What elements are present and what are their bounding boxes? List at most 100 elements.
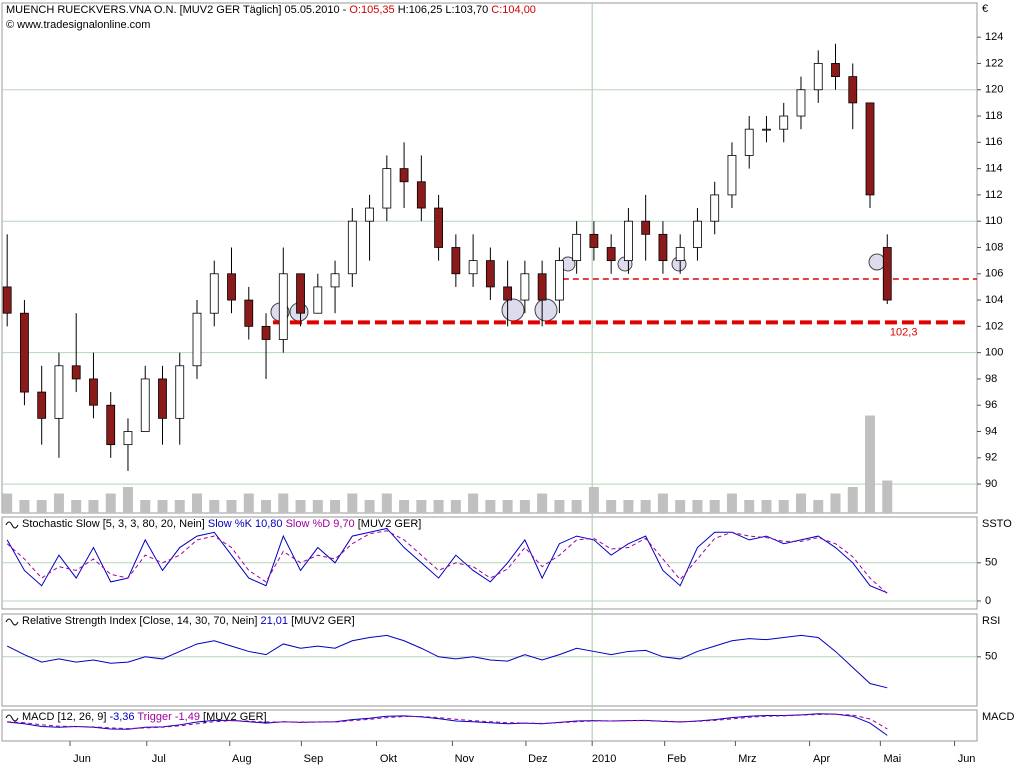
- y-tick-label: 120: [985, 84, 1003, 96]
- high-low: H:106,25 L:103,70: [398, 4, 489, 16]
- volume-bar: [502, 500, 513, 513]
- panel-legend: Stochastic Slow [5, 3, 3, 80, 20, Nein] …: [22, 518, 421, 530]
- volume-bar: [795, 493, 806, 513]
- y-tick-label: 118: [985, 110, 1003, 122]
- y-tick-label: 104: [985, 294, 1003, 306]
- candle-body: [20, 312, 29, 393]
- candle-body: [848, 76, 858, 104]
- candle-body: [658, 233, 668, 262]
- volume-bar: [623, 500, 634, 513]
- volume-bar: [709, 500, 720, 513]
- candle-body: [106, 404, 116, 446]
- y-tick-label: 96: [985, 399, 997, 411]
- panel-title: Relative Strength Index [Close, 14, 30, …: [22, 615, 257, 627]
- y-tick-label: 110: [985, 215, 1003, 227]
- x-tick-label: Dez: [528, 753, 548, 765]
- volume-bar: [19, 500, 30, 513]
- candle-body: [882, 247, 892, 301]
- legend-value: -3,36: [109, 711, 134, 723]
- y-tick-label: 50: [985, 651, 997, 663]
- y-tick-label: 102: [985, 320, 1003, 332]
- volume-bar: [450, 500, 461, 513]
- candle-body: [278, 273, 288, 340]
- candle-body: [710, 194, 720, 222]
- volume-bar: [882, 480, 893, 513]
- candle-body: [554, 260, 564, 301]
- axis-label: MACD: [982, 711, 1014, 723]
- candle-body: [434, 207, 443, 248]
- panel-title: Stochastic Slow [5, 3, 3, 80, 20, Nein]: [22, 518, 205, 530]
- candle-body: [693, 220, 702, 248]
- y-tick-label: 108: [985, 241, 1003, 253]
- candle-body: [468, 260, 478, 275]
- volume-bar: [157, 500, 168, 513]
- volume-bar: [330, 500, 341, 513]
- volume-bar: [778, 500, 789, 513]
- y-tick-label: 116: [985, 136, 1003, 148]
- y-tick-label: 90: [985, 478, 997, 490]
- volume-bar: [174, 500, 185, 513]
- candle-body: [37, 391, 47, 419]
- macd-panel: [1, 709, 978, 742]
- x-tick-label: Jun: [958, 753, 976, 765]
- volume-bar: [726, 493, 737, 513]
- volume-bar: [675, 500, 686, 513]
- symbol: MUENCH RUECKVERS.VNA O.N. [MUV2 GER Tägl…: [6, 4, 347, 16]
- low-marker: [501, 298, 525, 322]
- x-tick-label: Aug: [232, 753, 252, 765]
- volume-bar: [364, 500, 375, 513]
- candle-body: [727, 155, 737, 196]
- volume-bar: [36, 500, 47, 513]
- volume-bar: [847, 487, 858, 513]
- y-tick-label: 100: [985, 347, 1003, 359]
- legend-name: Slow %K: [208, 518, 253, 530]
- volume-bar: [692, 500, 703, 513]
- candle-body: [192, 312, 202, 367]
- candle-body: [158, 378, 167, 419]
- y-tick-label: 92: [985, 452, 997, 464]
- candle-body: [175, 365, 185, 419]
- candle-body: [330, 273, 340, 288]
- source: © www.tradesignalonline.com: [6, 19, 150, 31]
- candle-body: [261, 325, 271, 340]
- volume-bar: [347, 493, 358, 513]
- x-tick-label: Apr: [813, 753, 830, 765]
- header-line: MUENCH RUECKVERS.VNA O.N. [MUV2 GER Tägl…: [6, 4, 536, 16]
- open: O:105,35: [349, 4, 394, 16]
- candle-body: [762, 128, 771, 131]
- legend-symbol: [MUV2 GER]: [203, 711, 267, 723]
- volume-bar: [209, 500, 220, 513]
- candle-body: [140, 378, 150, 432]
- volume-bar: [830, 493, 841, 513]
- y-tick-label: 124: [985, 31, 1003, 43]
- volume-bar: [295, 500, 306, 513]
- candle-body: [485, 260, 495, 288]
- legend-name: Trigger: [137, 711, 172, 723]
- candle-body: [451, 247, 461, 275]
- axis-label: €: [982, 3, 988, 15]
- candle-body: [831, 63, 840, 78]
- candle-body: [382, 168, 392, 209]
- volume-bar: [261, 500, 272, 513]
- indicator-line: [7, 713, 888, 736]
- volume-bar: [53, 493, 64, 513]
- volume-bar: [122, 487, 133, 513]
- y-tick-label: 94: [985, 425, 997, 437]
- volume-bar: [865, 415, 876, 513]
- legend-symbol: [MUV2 GER]: [358, 518, 422, 530]
- volume-bar: [2, 493, 13, 513]
- volume-bar: [416, 500, 427, 513]
- candle-body: [71, 365, 81, 380]
- x-tick-label: Sep: [304, 753, 324, 765]
- axis-label: SSTO: [982, 518, 1012, 530]
- volume-bar: [761, 500, 772, 513]
- x-tick-label: Jun: [73, 753, 91, 765]
- legend-name: Slow %D: [286, 518, 331, 530]
- indicator-icon: [5, 521, 19, 529]
- panel-legend: MACD [12, 26, 9] -3,36 Trigger -1,49 [MU…: [22, 711, 267, 723]
- volume-bar: [485, 500, 496, 513]
- volume-bar: [640, 500, 651, 513]
- x-tick-label: Feb: [667, 753, 686, 765]
- legend-value: 10,80: [255, 518, 283, 530]
- volume-bar: [399, 500, 410, 513]
